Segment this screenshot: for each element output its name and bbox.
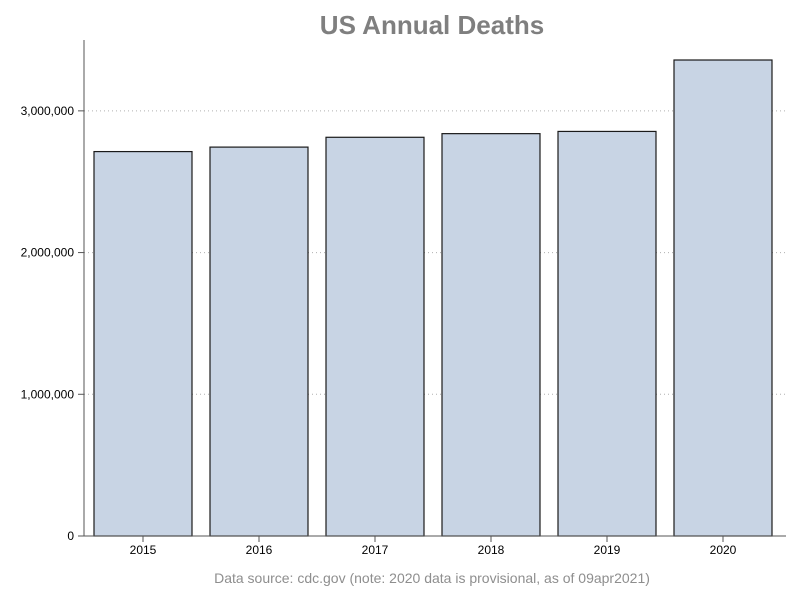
y-tick-label: 3,000,000 — [21, 104, 75, 118]
bar-2017 — [325, 136, 425, 537]
y-tick-label: 2,000,000 — [21, 246, 75, 260]
x-tick-label-2017: 2017 — [362, 543, 389, 557]
bar-2015 — [93, 150, 193, 537]
bars-group — [93, 59, 773, 537]
y-tick-label: 1,000,000 — [21, 387, 75, 401]
y-tick-labels: 0 1,000,000 2,000,000 3,000,000 — [21, 104, 75, 543]
x-tick-label-2019: 2019 — [594, 543, 621, 557]
x-tick-labels: 2015 2016 2017 2018 2019 2020 — [130, 543, 737, 557]
bar-2019 — [557, 130, 657, 537]
y-tick-label: 0 — [67, 529, 74, 543]
data-source-note: Data source: cdc.gov (note: 2020 data is… — [214, 570, 650, 586]
bar-2016 — [209, 146, 309, 537]
bar-2020 — [673, 59, 773, 537]
x-tick-label-2015: 2015 — [130, 543, 157, 557]
x-tick-label-2018: 2018 — [478, 543, 505, 557]
grid-lines — [84, 110, 786, 395]
bar-2018 — [441, 133, 541, 537]
x-tick-label-2016: 2016 — [246, 543, 273, 557]
chart-title: US Annual Deaths — [319, 10, 545, 40]
axes-group — [78, 40, 786, 542]
x-tick-label-2020: 2020 — [710, 543, 737, 557]
